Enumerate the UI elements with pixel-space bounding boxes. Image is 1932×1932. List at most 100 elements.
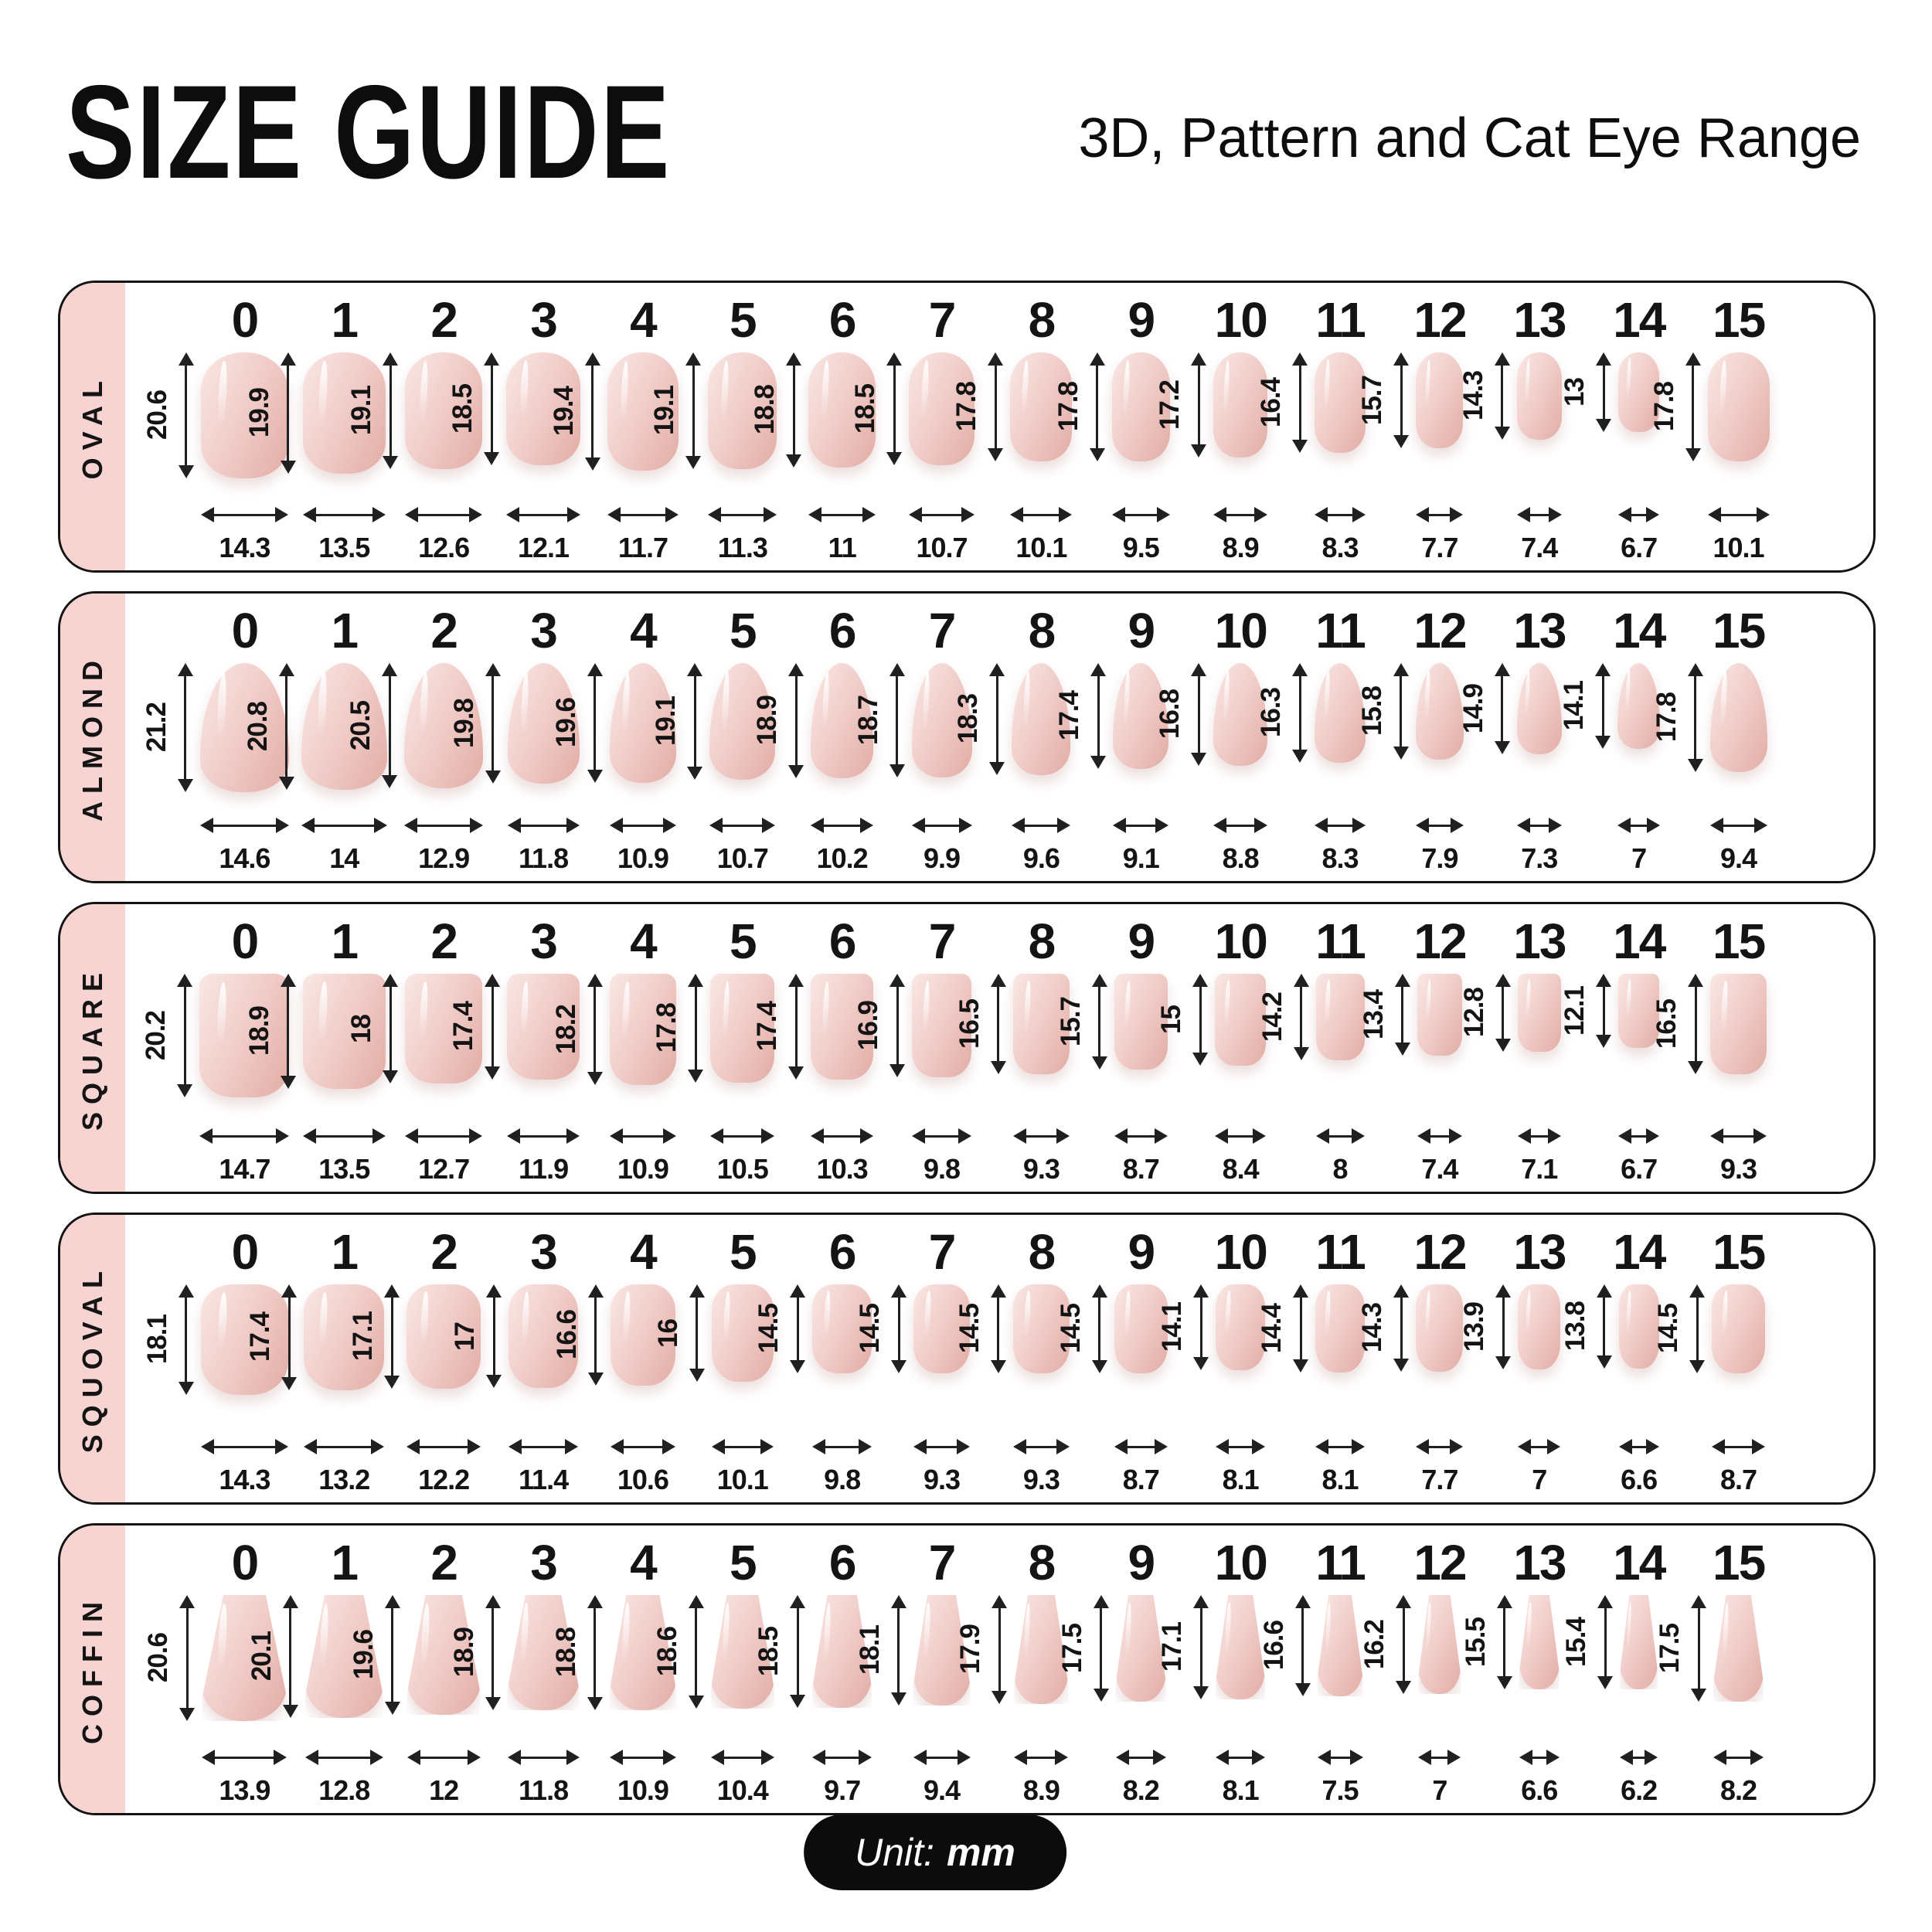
width-value: 8 bbox=[1332, 1153, 1349, 1185]
length-value-text: 14.5 bbox=[855, 1304, 886, 1354]
nail-measure-group: 17.2 bbox=[1155, 352, 1268, 457]
length-arrow bbox=[890, 1284, 908, 1373]
size-number: 10 bbox=[1214, 603, 1268, 658]
nail-measure-group: 16.5 bbox=[954, 974, 1070, 1074]
nail-illustration bbox=[405, 352, 483, 469]
length-arrow bbox=[1294, 1595, 1311, 1696]
nail-measure-group: 18.1 bbox=[142, 1284, 288, 1395]
size-cell: 4 19.6 10.9 bbox=[551, 598, 693, 881]
size-number: 4 bbox=[630, 603, 658, 658]
size-cell: 2 19.1 12.6 bbox=[346, 287, 494, 570]
length-arrow bbox=[1395, 1595, 1413, 1694]
length-value-text: 18 bbox=[346, 1014, 377, 1043]
nail-measure-group: 18.9 bbox=[244, 974, 386, 1089]
size-number: 13 bbox=[1513, 1224, 1566, 1280]
nail-illustration bbox=[406, 1284, 481, 1389]
length-value: 20.2 bbox=[141, 974, 172, 1097]
length-value-text: 16.6 bbox=[1258, 1621, 1289, 1671]
length-value: 18.5 bbox=[753, 1595, 784, 1708]
nail-illustration bbox=[1418, 1595, 1461, 1694]
length-value: 17.4 bbox=[1054, 663, 1085, 769]
width-value: 11 bbox=[828, 532, 857, 563]
width-arrow bbox=[406, 1437, 481, 1456]
size-number: 6 bbox=[828, 292, 857, 348]
width-arrow bbox=[1416, 505, 1464, 524]
width-arrow bbox=[304, 1437, 385, 1456]
size-cell: 6 18.5 9.7 bbox=[753, 1530, 892, 1813]
length-arrow bbox=[1192, 1595, 1210, 1699]
length-arrow bbox=[989, 974, 1007, 1074]
nail-illustration bbox=[1618, 352, 1660, 432]
size-cell: 15 17.8 10.1 bbox=[1649, 287, 1788, 570]
nail-zone: 16.6 bbox=[552, 1284, 675, 1425]
size-cells: 0 21.2 14.6 1 20.8 14 2 20.5 12.9 3 19.8 11.8 4 19.6 1… bbox=[125, 594, 1873, 881]
length-arrow bbox=[889, 1595, 907, 1706]
nail-measure-group: 17.4 bbox=[752, 974, 874, 1080]
size-number: 12 bbox=[1413, 1224, 1467, 1280]
size-number: 10 bbox=[1214, 1535, 1268, 1590]
nail-zone: 14.5 bbox=[1653, 1284, 1766, 1425]
length-arrow bbox=[1190, 352, 1208, 457]
nail-zone: 18 bbox=[346, 974, 483, 1114]
nail-zone: 20.8 bbox=[243, 663, 387, 804]
length-value: 17.2 bbox=[1155, 352, 1185, 457]
length-value-text: 14.5 bbox=[753, 1304, 784, 1354]
size-cell: 13 12.8 7.1 bbox=[1459, 909, 1589, 1192]
size-number: 0 bbox=[231, 292, 260, 348]
length-value: 16.9 bbox=[853, 974, 884, 1077]
nail-illustration bbox=[302, 352, 386, 474]
nail-measure-group: 16.6 bbox=[1259, 1595, 1363, 1696]
size-number: 14 bbox=[1613, 1224, 1666, 1280]
length-value: 16.6 bbox=[552, 1284, 583, 1386]
length-value-text: 13.8 bbox=[1560, 1301, 1590, 1352]
size-number: 14 bbox=[1613, 603, 1666, 658]
size-cell: 5 19.1 10.7 bbox=[651, 598, 792, 881]
nail-illustration bbox=[1315, 1284, 1366, 1372]
length-arrow bbox=[1495, 1595, 1513, 1689]
nail-measure-group: 14.1 bbox=[1559, 663, 1661, 749]
nail-illustration bbox=[913, 1284, 971, 1373]
nail-zone: 16.6 bbox=[1259, 1595, 1363, 1736]
nail-illustration bbox=[811, 974, 874, 1080]
nail-measure-group: 17.8 bbox=[1649, 352, 1770, 461]
length-arrow bbox=[1088, 352, 1106, 461]
nail-zone: 21.2 bbox=[141, 663, 289, 804]
width-value: 14.3 bbox=[219, 1464, 270, 1495]
length-value-text: 18.8 bbox=[550, 1628, 581, 1678]
width-arrow bbox=[506, 505, 581, 524]
size-cell: 11 16.6 7.5 bbox=[1259, 1530, 1390, 1813]
length-value-text: 12.1 bbox=[1560, 985, 1590, 1036]
length-arrow bbox=[886, 352, 903, 465]
width-arrow bbox=[1315, 816, 1366, 835]
nail-illustration bbox=[1516, 663, 1562, 754]
nail-measure-group: 18.5 bbox=[850, 352, 975, 465]
nail-zone: 19.1 bbox=[649, 352, 777, 493]
size-number: 5 bbox=[730, 603, 757, 658]
nail-zone: 15 bbox=[1156, 974, 1267, 1114]
size-number: 10 bbox=[1214, 292, 1268, 348]
size-number: 10 bbox=[1214, 913, 1268, 969]
length-arrow bbox=[1594, 663, 1612, 749]
length-arrow bbox=[688, 1284, 706, 1382]
nail-illustration bbox=[1114, 1284, 1168, 1373]
width-arrow bbox=[1216, 1748, 1266, 1767]
nail-zone: 15.7 bbox=[1357, 352, 1464, 493]
size-cell: 9 17.8 9.5 bbox=[1053, 287, 1191, 570]
length-value: 14.4 bbox=[1257, 1284, 1287, 1372]
size-cell: 7 18.5 10.7 bbox=[850, 287, 992, 570]
length-arrow bbox=[789, 1595, 807, 1708]
length-value-text: 13.4 bbox=[1358, 989, 1389, 1040]
length-arrow bbox=[1393, 1284, 1410, 1372]
nail-zone: 19.1 bbox=[651, 663, 776, 804]
width-arrow bbox=[1617, 816, 1661, 835]
width-value: 7.4 bbox=[1421, 1153, 1458, 1185]
nail-zone: 20.5 bbox=[345, 663, 484, 804]
length-value: 19.6 bbox=[349, 1595, 379, 1715]
length-value: 17.8 bbox=[1649, 352, 1680, 461]
size-number: 12 bbox=[1413, 292, 1467, 348]
size-cell: 2 20.5 12.9 bbox=[345, 598, 494, 881]
nail-zone: 16.4 bbox=[1256, 352, 1366, 493]
nail-zone: 14.1 bbox=[1157, 1284, 1266, 1425]
length-value-text: 19.6 bbox=[550, 698, 581, 748]
